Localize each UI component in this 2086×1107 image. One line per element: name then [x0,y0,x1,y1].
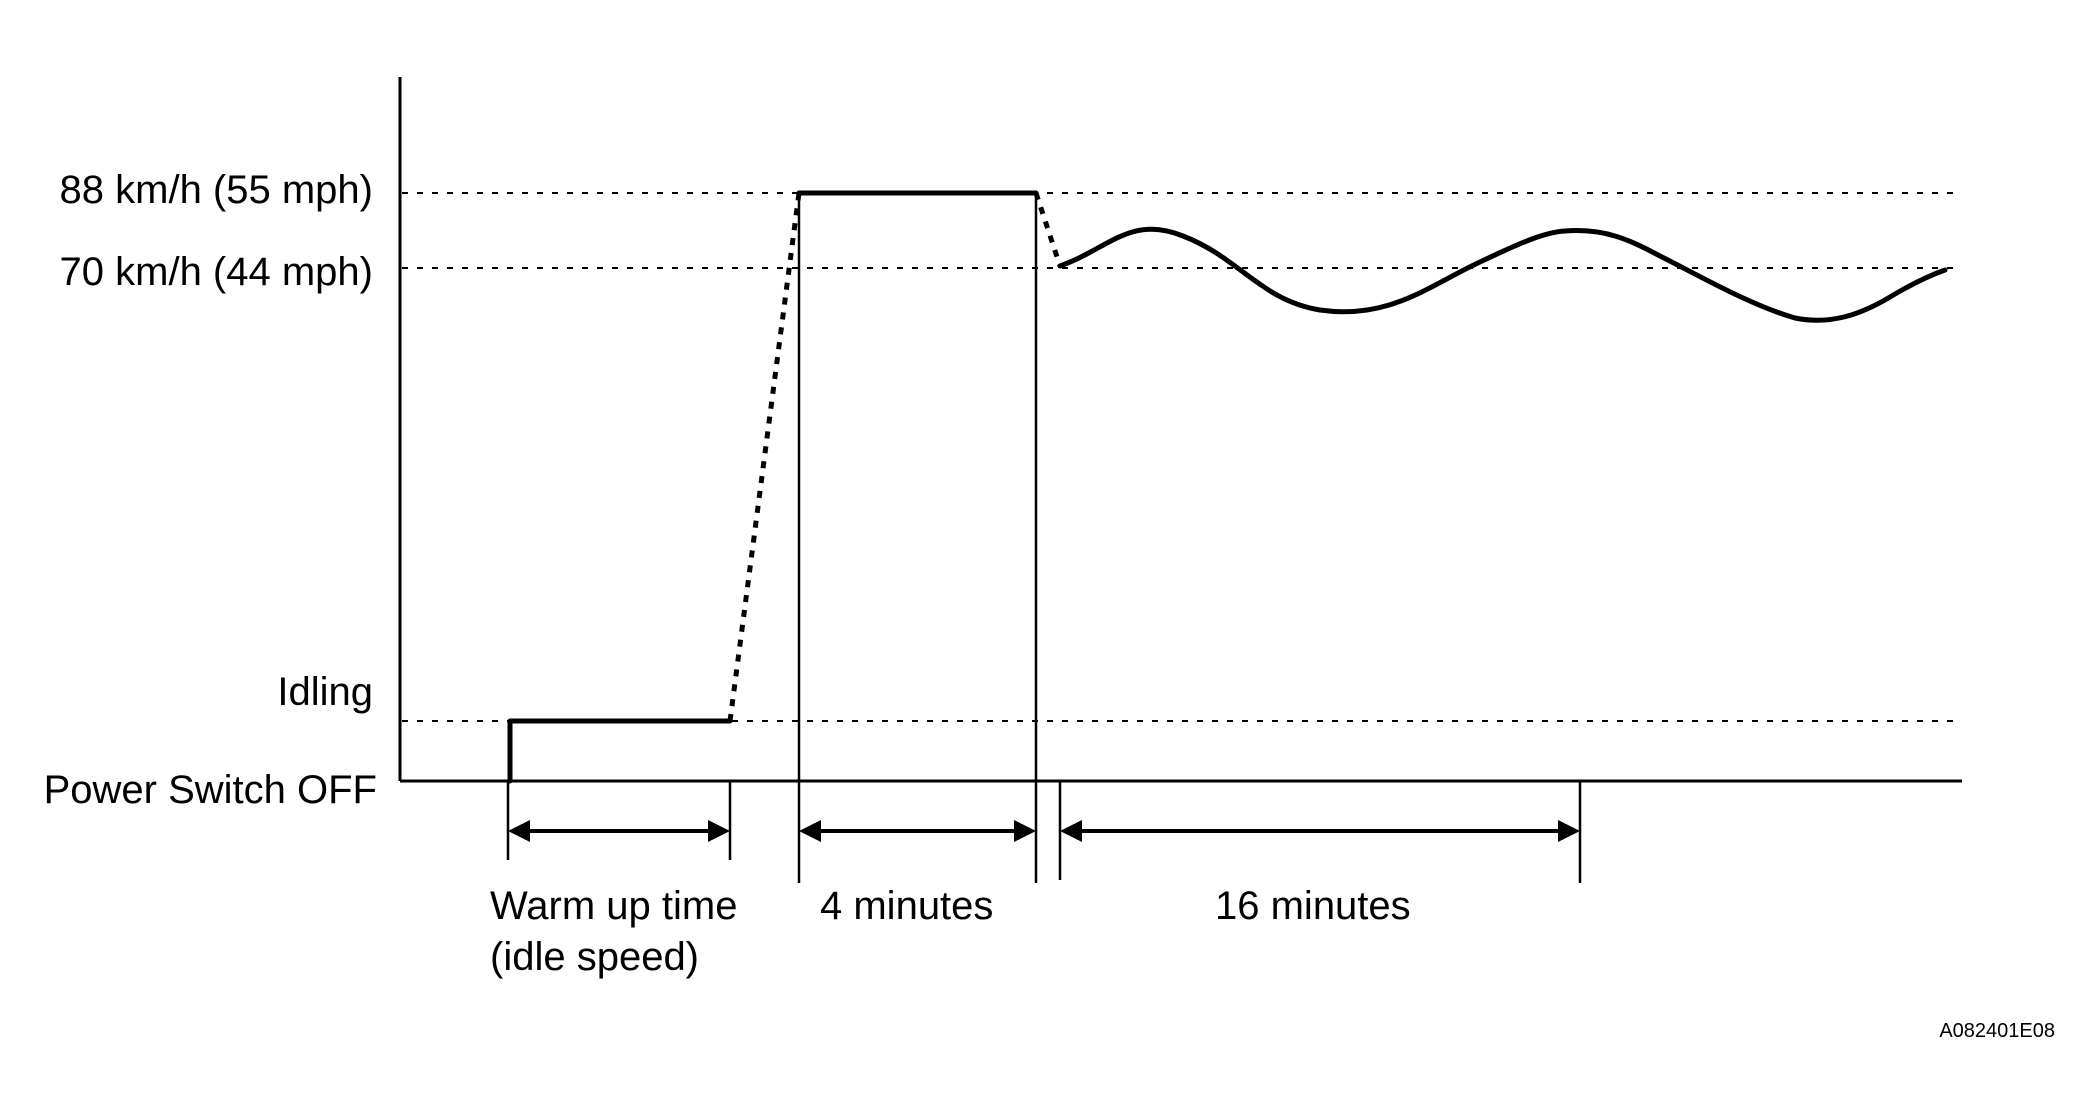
level-label-mid: 70 km/h (44 mph) [60,250,373,294]
level-label-off: Power Switch OFF [44,768,377,812]
phase-label-warmup-line2: (idle speed) [490,935,699,979]
dimension-arrow-warmup [508,820,730,842]
level-label-idle: Idling [277,670,373,714]
dimension-arrow-steady [799,820,1036,842]
trace-acceleration-ramp [727,192,802,722]
phase-label-steady: 4 minutes [820,884,993,928]
trace-cruise-variation [1057,226,1948,323]
phase-label-cruise: 16 minutes [1215,884,1411,928]
trace-deceleration [1033,192,1063,267]
dimension-arrow-cruise [1060,820,1580,842]
trace-start-idle [507,718,733,784]
figure-reference-code: A082401E08 [1939,1020,2055,1042]
phase-label-warmup-line1: Warm up time [490,884,737,928]
level-label-high: 88 km/h (55 mph) [60,168,373,212]
